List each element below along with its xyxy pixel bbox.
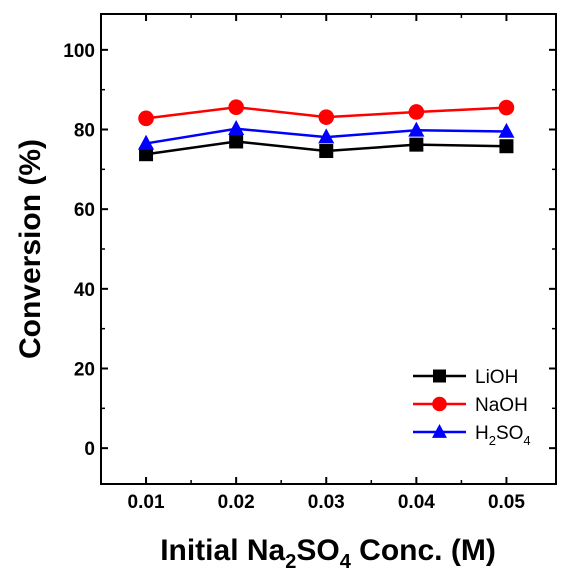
legend-marker	[433, 369, 446, 383]
legend: LiOH NaOH H2SO4	[413, 367, 531, 448]
data-point	[409, 137, 424, 152]
x-axis-title-middle: SO	[296, 534, 339, 567]
x-tick-label: 0.02	[218, 492, 255, 513]
data-point	[408, 104, 425, 120]
y-tick-label: 20	[74, 359, 95, 380]
x-axis-title-suffix: Conc. (M)	[351, 534, 496, 567]
x-tick-label: 0.01	[128, 492, 165, 513]
x-axis-title: Initial Na2SO4 Conc. (M)	[160, 534, 496, 573]
data-point	[138, 110, 154, 127]
data-point	[228, 99, 244, 116]
x-axis: 0.01 0.02 0.03 0.04 0.05	[128, 14, 525, 513]
legend-item: H2SO4	[413, 423, 531, 448]
y-tick-label: 40	[74, 280, 95, 301]
data-point	[318, 109, 335, 125]
data-point	[318, 128, 335, 144]
legend-label: H2SO4	[475, 423, 531, 448]
series-h2so4	[137, 120, 515, 150]
y-tick-label: 0	[84, 439, 95, 460]
data-point	[137, 134, 155, 150]
data-point	[139, 147, 154, 162]
x-axis-title-prefix: Initial Na	[160, 534, 285, 567]
data-point	[408, 121, 425, 137]
series-lioh	[139, 134, 514, 162]
legend-marker	[432, 396, 447, 412]
x-tick-label: 0.05	[488, 492, 525, 513]
data-point	[229, 134, 244, 149]
legend-marker	[432, 423, 447, 438]
y-tick-label: 80	[74, 121, 95, 142]
y-axis-title: Conversion (%)	[14, 139, 47, 359]
y-axis: 0 20 40 60 80 100	[63, 41, 556, 460]
y-tick-label: 100	[63, 41, 95, 62]
legend-item: LiOH	[413, 367, 518, 388]
legend-item: NaOH	[413, 395, 528, 416]
x-axis-title-sub2: 4	[340, 551, 352, 573]
data-series	[137, 99, 515, 162]
series-naoh	[138, 99, 515, 127]
legend-label: NaOH	[475, 395, 528, 416]
data-point	[499, 139, 514, 154]
data-point	[498, 122, 515, 138]
legend-label: LiOH	[475, 367, 518, 388]
x-tick-label: 0.04	[398, 492, 435, 513]
data-point	[228, 120, 245, 136]
y-tick-label: 60	[74, 200, 95, 221]
x-tick-label: 0.03	[308, 492, 345, 513]
data-point	[498, 99, 515, 116]
data-point	[319, 144, 334, 159]
x-axis-title-sub1: 2	[285, 551, 296, 573]
